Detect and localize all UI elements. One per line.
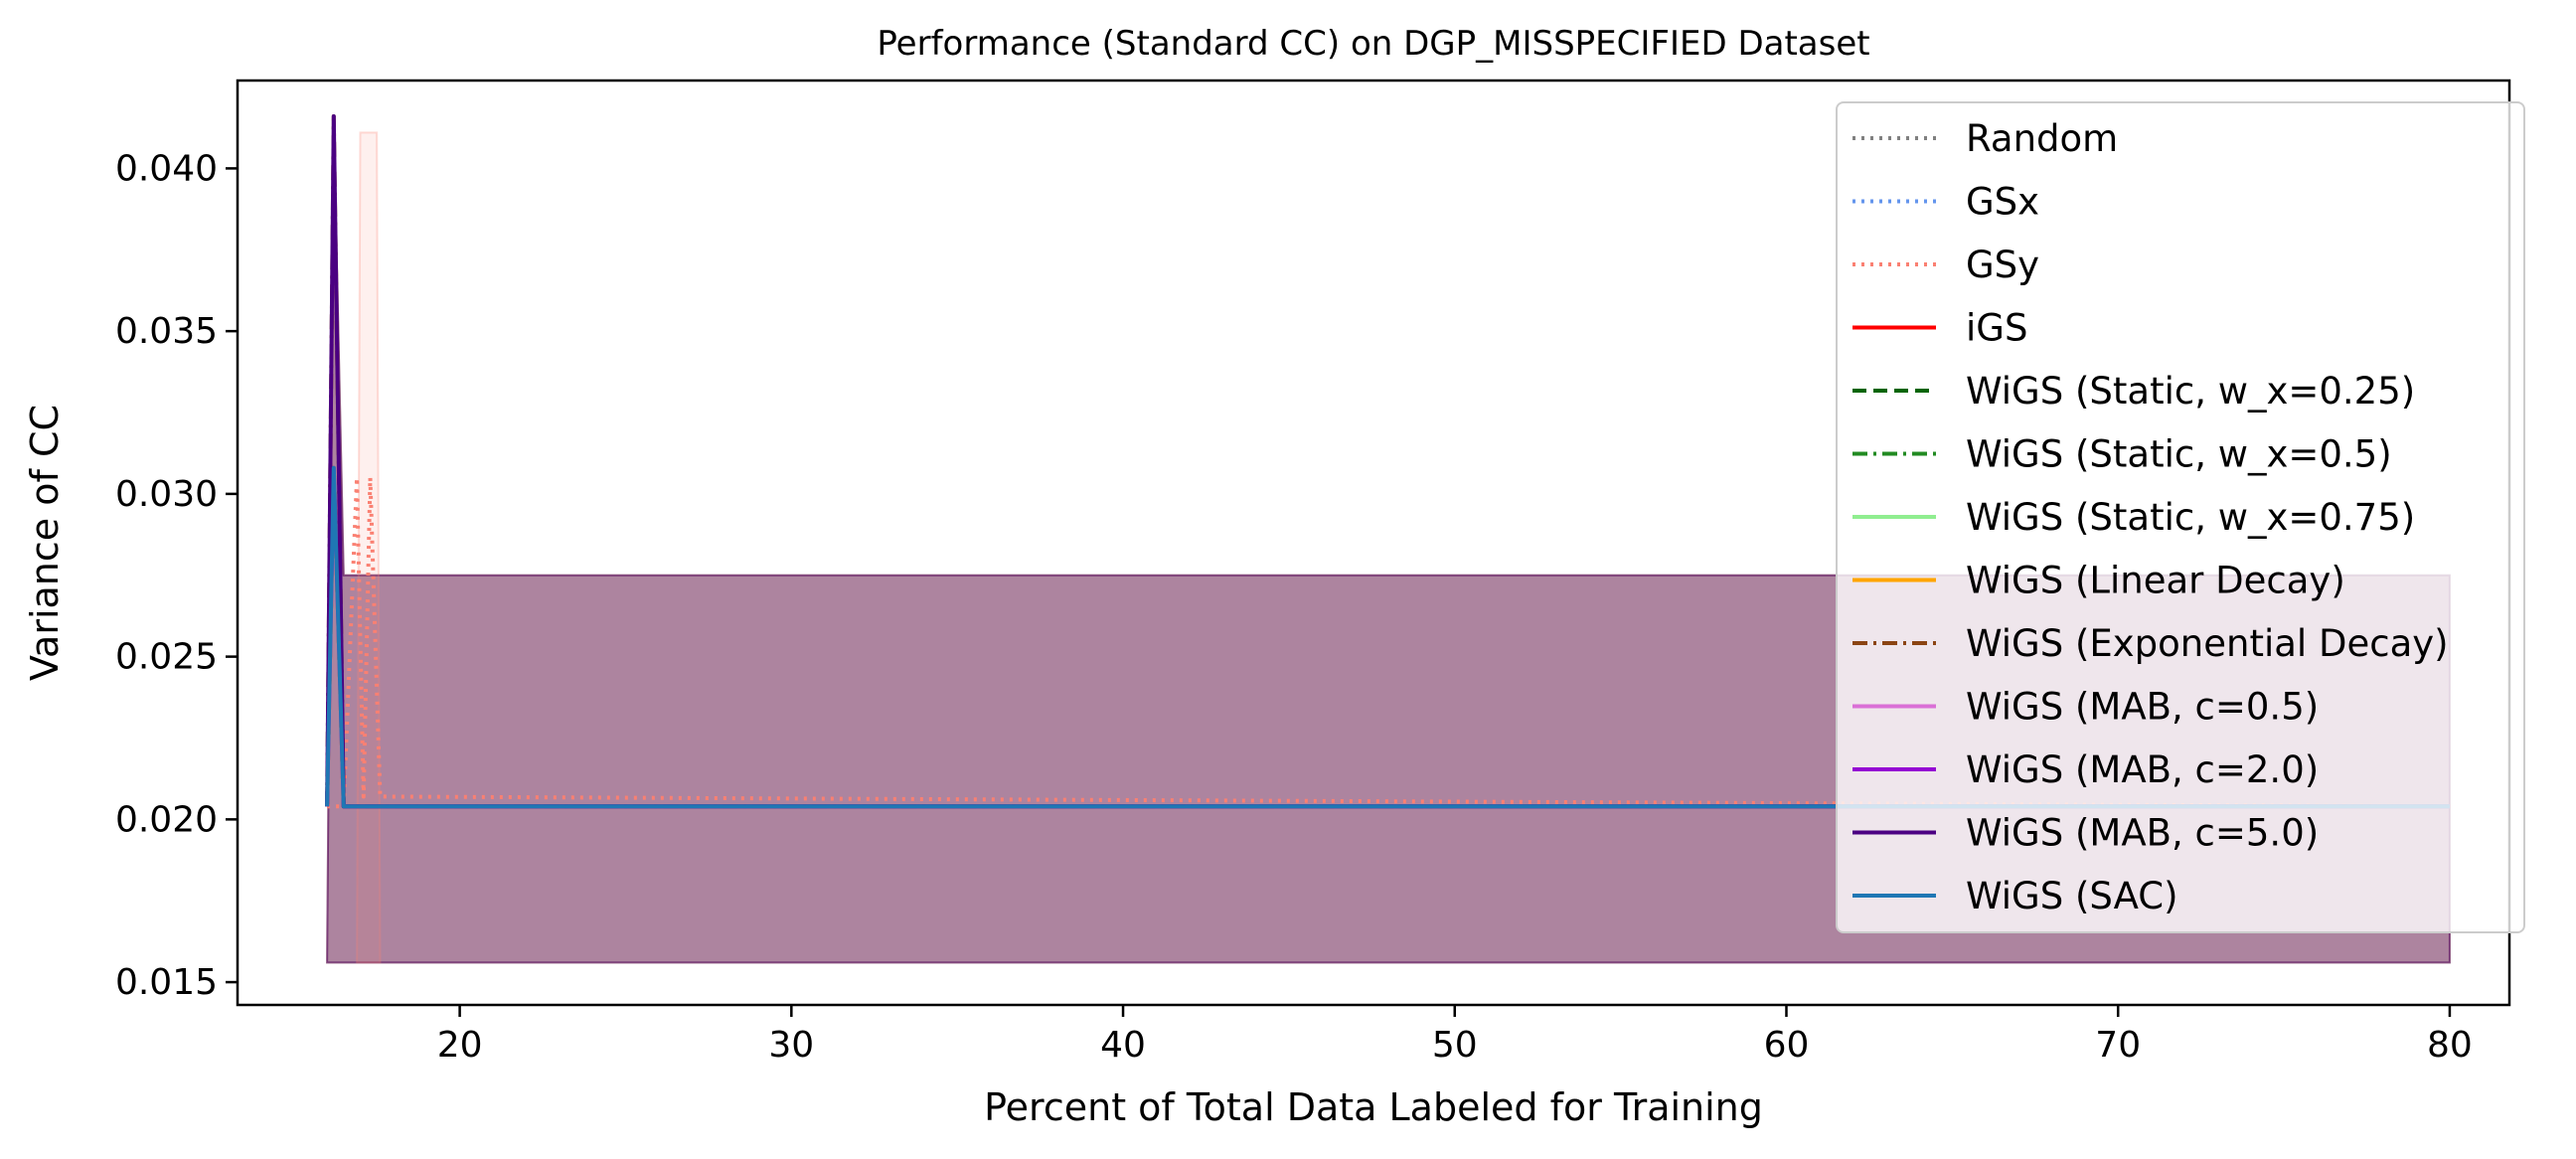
x-axis: 20 30 40 50 60 70 80: [437, 1005, 2473, 1066]
y-tick-label: 0.020: [115, 799, 218, 840]
legend-label-wigs-static-w-x-0-75: WiGS (Static, w_x=0.75): [1966, 496, 2415, 539]
legend-label-wigs-exponential-decay: WiGS (Exponential Decay): [1966, 622, 2449, 665]
x-tick-label: 20: [437, 1025, 483, 1066]
legend-label-igs: iGS: [1966, 307, 2027, 350]
y-tick-label: 0.040: [115, 148, 218, 189]
series-line-wigs-sac: [325, 465, 2450, 809]
y-tick-label: 0.025: [115, 637, 218, 678]
y-tick-label: 0.015: [115, 962, 218, 1003]
series-line-gsy: [327, 475, 2450, 809]
x-tick-label: 80: [2427, 1025, 2473, 1066]
legend-label-wigs-mab-c-2-0: WiGS (MAB, c=2.0): [1966, 748, 2319, 791]
legend-label-gsx: GSx: [1966, 181, 2039, 224]
y-tick-label: 0.035: [115, 311, 218, 352]
legend-label-gsy: GSy: [1966, 244, 2039, 286]
legend-label-wigs-mab-c-5-0: WiGS (MAB, c=5.0): [1966, 812, 2319, 855]
legend-label-wigs-sac: WiGS (SAC): [1966, 875, 2178, 917]
legend-label-random: Random: [1966, 117, 2118, 160]
x-tick-label: 50: [1432, 1025, 1478, 1066]
legend-label-wigs-static-w-x-0-25: WiGS (Static, w_x=0.25): [1966, 370, 2415, 413]
legend: Random GSx GSy iGS WiGS (Static, w_x=0.25) Wi…: [1836, 101, 2525, 933]
series-lines: [325, 114, 2450, 809]
x-tick-label: 40: [1100, 1025, 1146, 1066]
x-tick-label: 70: [2095, 1025, 2141, 1066]
x-tick-label: 30: [768, 1025, 814, 1066]
legend-label-wigs-mab-c-0-5: WiGS (MAB, c=0.5): [1966, 686, 2319, 729]
x-axis-label: Percent of Total Data Labeled for Traini…: [984, 1085, 1763, 1129]
legend-box: [1836, 101, 2525, 933]
y-axis: 0.015 0.020 0.025 0.030 0.035 0.040: [115, 148, 238, 1003]
x-tick-label: 60: [1764, 1025, 1810, 1066]
legend-label-wigs-linear-decay: WiGS (Linear Decay): [1966, 560, 2345, 602]
chart-title: Performance (Standard CC) on DGP_MISSPEC…: [877, 24, 1869, 64]
y-tick-label: 0.030: [115, 474, 218, 515]
legend-label-wigs-static-w-x-0-5: WiGS (Static, w_x=0.5): [1966, 433, 2392, 476]
y-axis-label: Variance of CC: [23, 405, 67, 681]
